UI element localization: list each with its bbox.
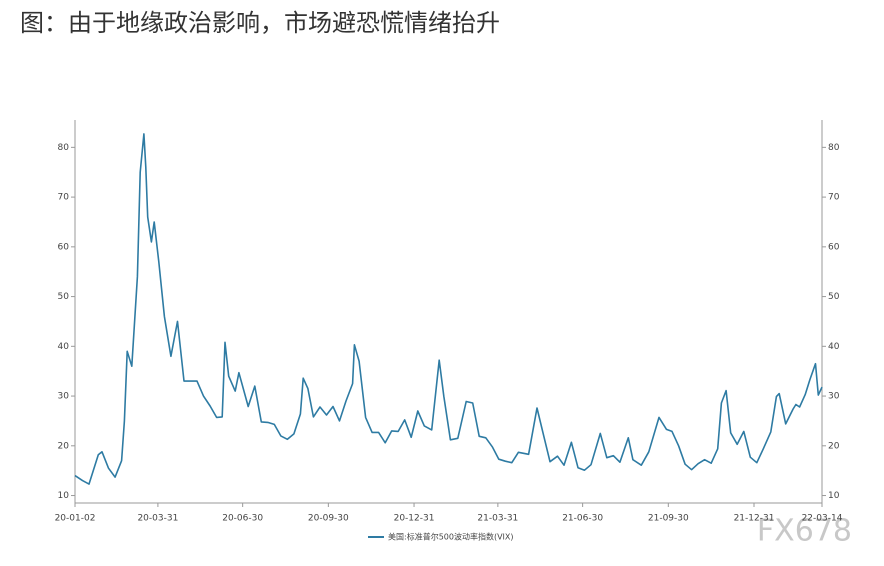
data-line [74,133,823,485]
y-tick-label: 10 [58,491,70,501]
y2-tick-label: 40 [828,342,840,352]
y2-tick-label: 60 [828,242,840,252]
x-tick-label: 20-01-02 [55,514,96,524]
x-tick-label: 21-09-30 [648,514,689,524]
y-tick-label: 20 [58,441,70,451]
x-tick-label: 21-06-30 [562,514,603,524]
y2-tick-label: 10 [828,491,840,501]
y2-tick-label: 70 [828,193,840,203]
x-tick-label: 20-09-30 [308,514,349,524]
x-tick-label: 20-12-31 [394,514,435,524]
x-tick-label: 20-06-30 [222,514,263,524]
y2-tick-label: 80 [828,143,840,153]
x-tick-label: 20-03-31 [137,514,178,524]
chart-title: 图：由于地缘政治影响，市场避恐慌情绪抬升 [20,9,500,37]
y2-tick-label: 30 [828,392,840,402]
y-tick-label: 70 [58,193,70,203]
y-tick-label: 80 [58,143,70,153]
x-tick-label: 21-12-31 [734,514,775,524]
y-tick-label: 50 [58,292,70,302]
y2-tick-label: 50 [828,292,840,302]
y-tick-label: 60 [58,242,70,252]
y2-tick-label: 20 [828,441,840,451]
watermark: FX678 [757,514,852,549]
x-tick-label: 21-03-31 [477,514,518,524]
x-tick-label: 22-03-14 [802,514,843,524]
y-tick-label: 40 [58,342,70,352]
y-tick-label: 30 [58,392,70,402]
legend-label: 美国:标准普尔500波动率指数(VIX) [388,532,514,542]
